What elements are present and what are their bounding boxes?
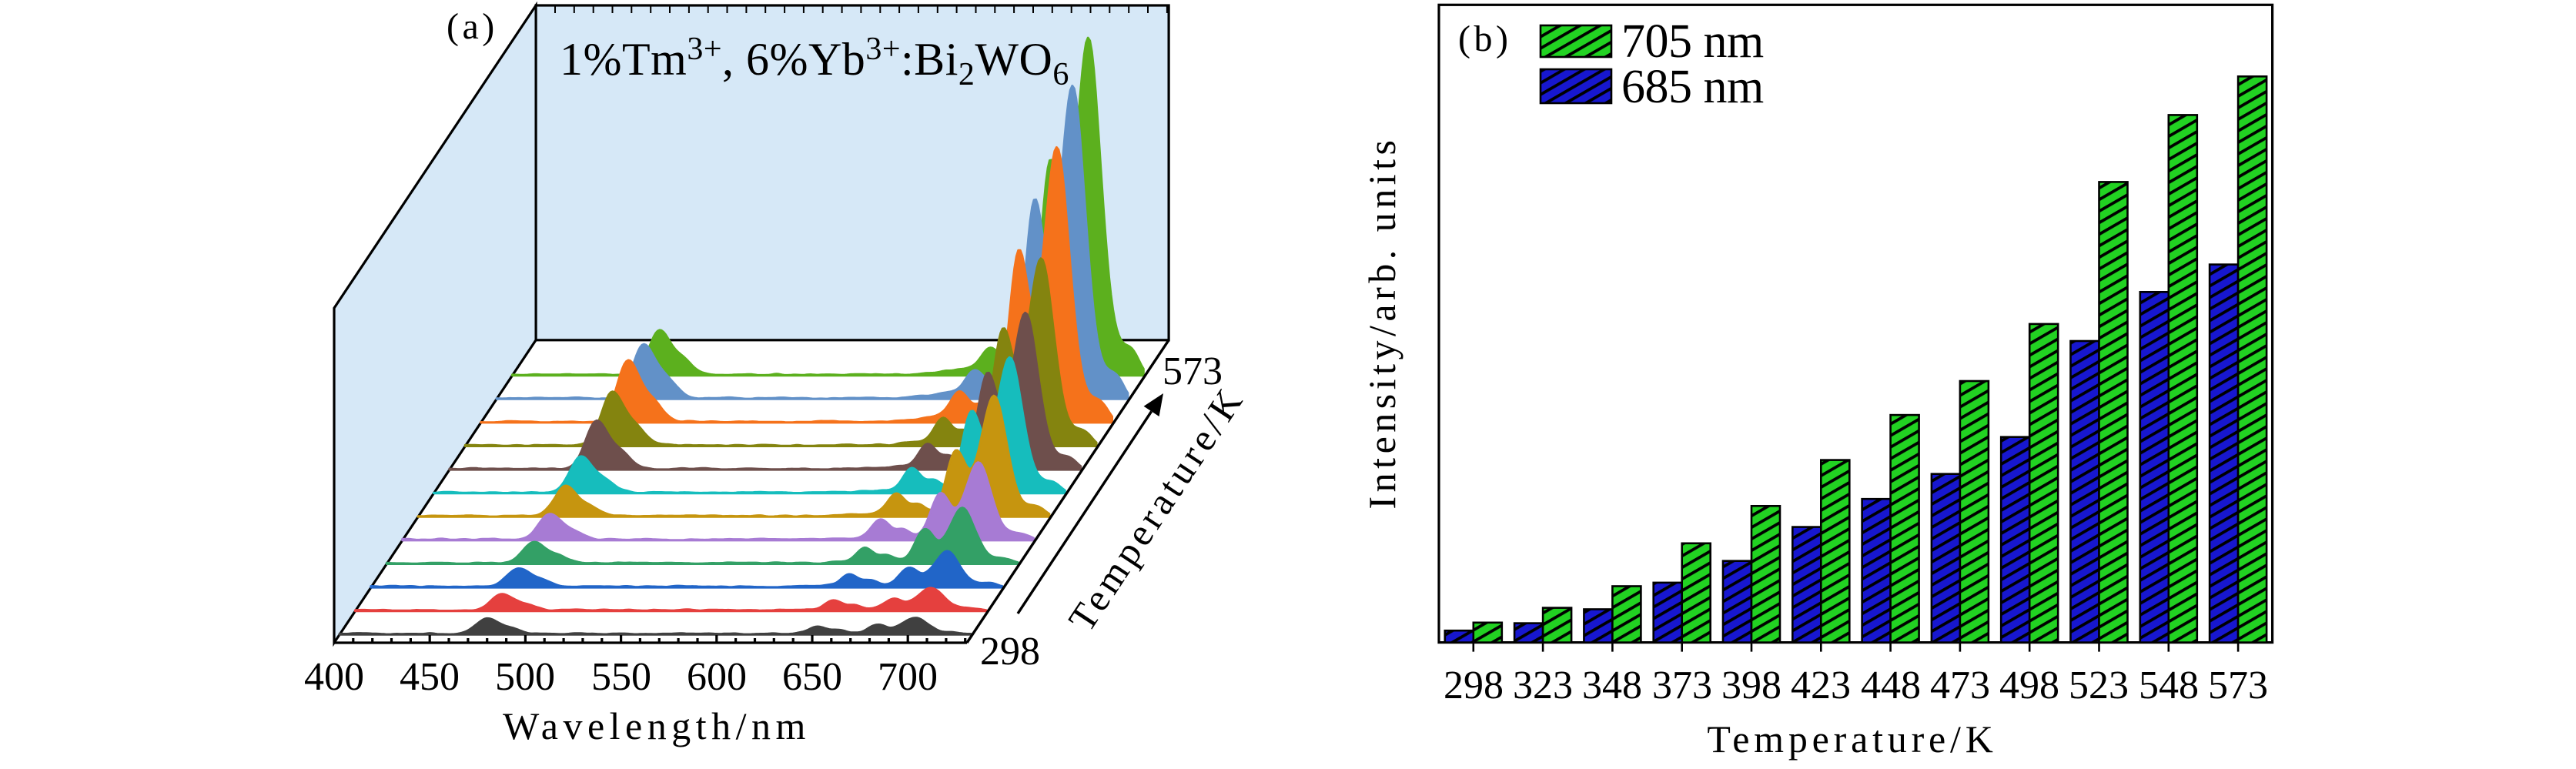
svg-text:298: 298 bbox=[1444, 664, 1504, 707]
svg-text:548: 548 bbox=[2139, 664, 2199, 707]
svg-text:Wavelength/nm: Wavelength/nm bbox=[503, 704, 811, 747]
svg-text:685 nm: 685 nm bbox=[1621, 61, 1764, 113]
svg-text:650: 650 bbox=[782, 655, 842, 699]
svg-text:700: 700 bbox=[878, 655, 938, 699]
svg-text:348: 348 bbox=[1582, 664, 1642, 707]
svg-text:Intensity/arb. units: Intensity/arb. units bbox=[1360, 136, 1403, 510]
svg-text:1%Tm3+, 6%Yb3+:Bi2WO6: 1%Tm3+, 6%Yb3+:Bi2WO6 bbox=[560, 32, 1069, 92]
svg-text:523: 523 bbox=[2069, 664, 2129, 707]
svg-text:(a): (a) bbox=[447, 6, 498, 47]
svg-text:400: 400 bbox=[304, 655, 364, 699]
svg-text:473: 473 bbox=[1930, 664, 1990, 707]
svg-text:398: 398 bbox=[1721, 664, 1781, 707]
svg-text:498: 498 bbox=[1999, 664, 2059, 707]
svg-text:448: 448 bbox=[1861, 664, 1921, 707]
svg-text:323: 323 bbox=[1513, 664, 1573, 707]
svg-text:550: 550 bbox=[591, 655, 651, 699]
svg-text:600: 600 bbox=[687, 655, 747, 699]
svg-text:500: 500 bbox=[495, 655, 555, 699]
svg-text:705 nm: 705 nm bbox=[1621, 15, 1764, 68]
svg-text:Temperature/K: Temperature/K bbox=[1707, 717, 1997, 761]
svg-text:373: 373 bbox=[1652, 664, 1712, 707]
svg-text:298: 298 bbox=[980, 630, 1040, 674]
svg-text:573: 573 bbox=[1163, 349, 1223, 393]
svg-text:(b): (b) bbox=[1458, 18, 1511, 59]
svg-text:573: 573 bbox=[2208, 664, 2268, 707]
svg-text:423: 423 bbox=[1791, 664, 1851, 707]
svg-text:450: 450 bbox=[400, 655, 460, 699]
